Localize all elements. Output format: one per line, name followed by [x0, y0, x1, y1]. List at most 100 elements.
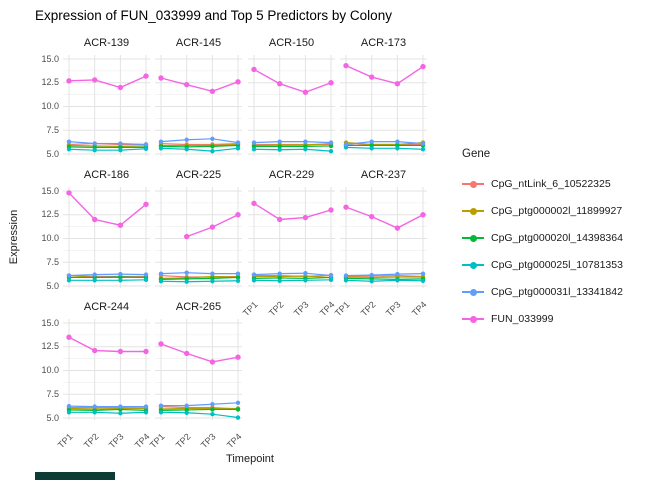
data-point — [118, 404, 123, 409]
data-point — [303, 278, 308, 283]
data-point — [210, 279, 215, 284]
data-point — [210, 148, 215, 154]
data-point — [420, 278, 426, 283]
x-axis-tick-label: TP2 — [358, 299, 378, 319]
series-line — [160, 411, 239, 419]
data-point — [343, 62, 349, 69]
data-point — [343, 273, 349, 278]
facet-plot-area — [248, 55, 335, 156]
data-point — [235, 400, 241, 405]
facet-strip-label: ACR-265 — [175, 301, 222, 313]
series-line — [345, 206, 424, 229]
data-point — [184, 270, 189, 275]
legend-entry-label: CpG_ntLink_6_10522325 — [491, 178, 611, 190]
facet-plot-area — [155, 319, 242, 420]
data-point — [184, 147, 189, 152]
series-line — [160, 276, 239, 280]
data-point — [394, 81, 401, 87]
data-point — [92, 347, 98, 354]
data-point — [420, 212, 426, 218]
data-point — [420, 141, 426, 146]
legend-entry: FUN_033999 — [462, 313, 623, 325]
data-point — [395, 146, 400, 151]
data-point — [158, 403, 164, 408]
facet-plot-area — [155, 187, 242, 288]
series-line — [345, 277, 424, 280]
data-point — [158, 271, 164, 276]
legend-key-icon — [462, 205, 484, 217]
legend-entry: CpG_ptg000002l_11899927 — [462, 205, 623, 217]
facet-panel — [248, 185, 335, 297]
facet-strip-label: ACR-150 — [268, 37, 315, 49]
facet-panel — [340, 185, 427, 297]
data-point — [343, 142, 349, 147]
data-point — [277, 81, 283, 87]
x-axis-tick-label: TP2 — [266, 299, 286, 319]
data-point — [343, 278, 349, 283]
series-line — [345, 273, 424, 277]
data-point — [143, 410, 149, 415]
facet-plot-area — [340, 55, 427, 156]
facet-panel — [63, 53, 150, 165]
series-line — [253, 279, 332, 282]
series-line — [345, 274, 424, 278]
data-point — [143, 146, 149, 151]
facet-panel — [155, 185, 242, 297]
data-point — [328, 273, 334, 278]
series-line — [69, 411, 147, 414]
data-point — [184, 279, 189, 284]
legend-entry: CpG_ptg000025l_10781353 — [462, 259, 623, 271]
data-point — [303, 270, 308, 276]
legend-entry-label: CpG_ptg000025l_10781353 — [491, 259, 623, 271]
data-point — [143, 142, 149, 147]
data-point — [235, 79, 241, 85]
facet-strip-label: ACR-229 — [268, 169, 315, 181]
facet-strip-label: ACR-186 — [83, 169, 130, 181]
y-axis-tick-label: 10.0 — [41, 101, 59, 111]
data-point — [66, 273, 72, 278]
facet-plot-area — [248, 187, 335, 288]
data-point — [92, 410, 97, 415]
y-axis-tick-label: 7.5 — [46, 124, 59, 135]
data-point — [235, 212, 241, 218]
data-point — [118, 148, 123, 153]
facet-panel — [155, 53, 242, 165]
data-point — [92, 278, 97, 283]
facet-plot-area — [63, 319, 150, 420]
y-axis-tick-label: 15.0 — [41, 317, 59, 328]
data-point — [92, 77, 98, 83]
data-point — [210, 136, 215, 141]
series-line — [160, 272, 238, 275]
data-point — [235, 275, 241, 280]
series-line — [253, 276, 332, 280]
series-line — [160, 147, 239, 152]
series-line — [160, 275, 239, 279]
data-point — [328, 207, 334, 213]
data-point — [302, 89, 309, 95]
data-point — [143, 201, 149, 207]
data-point — [209, 224, 216, 230]
data-point — [369, 74, 375, 80]
data-point — [328, 148, 334, 154]
series-line — [161, 402, 239, 407]
facet-panel — [63, 317, 150, 429]
data-point — [209, 88, 216, 94]
series-line — [68, 148, 147, 151]
y-axis-tick-label: 5.0 — [46, 280, 59, 291]
series-line — [345, 141, 424, 146]
facet-strip-label: ACR-139 — [83, 37, 130, 49]
series-line — [68, 75, 147, 89]
data-point — [117, 222, 124, 228]
data-point — [235, 271, 241, 276]
legend-entry-label: CpG_ptg000020l_14398364 — [491, 232, 623, 244]
legend-entry-label: CpG_ptg000002l_11899927 — [491, 205, 623, 217]
series-line — [68, 141, 147, 146]
data-point — [251, 272, 257, 277]
data-point — [66, 147, 72, 152]
facet-strip-label: ACR-145 — [175, 37, 222, 49]
legend-key-icon — [462, 178, 484, 190]
y-axis-tick-label: 12.5 — [41, 341, 59, 352]
data-point — [66, 139, 72, 144]
data-point — [277, 216, 283, 223]
data-point — [143, 73, 149, 79]
